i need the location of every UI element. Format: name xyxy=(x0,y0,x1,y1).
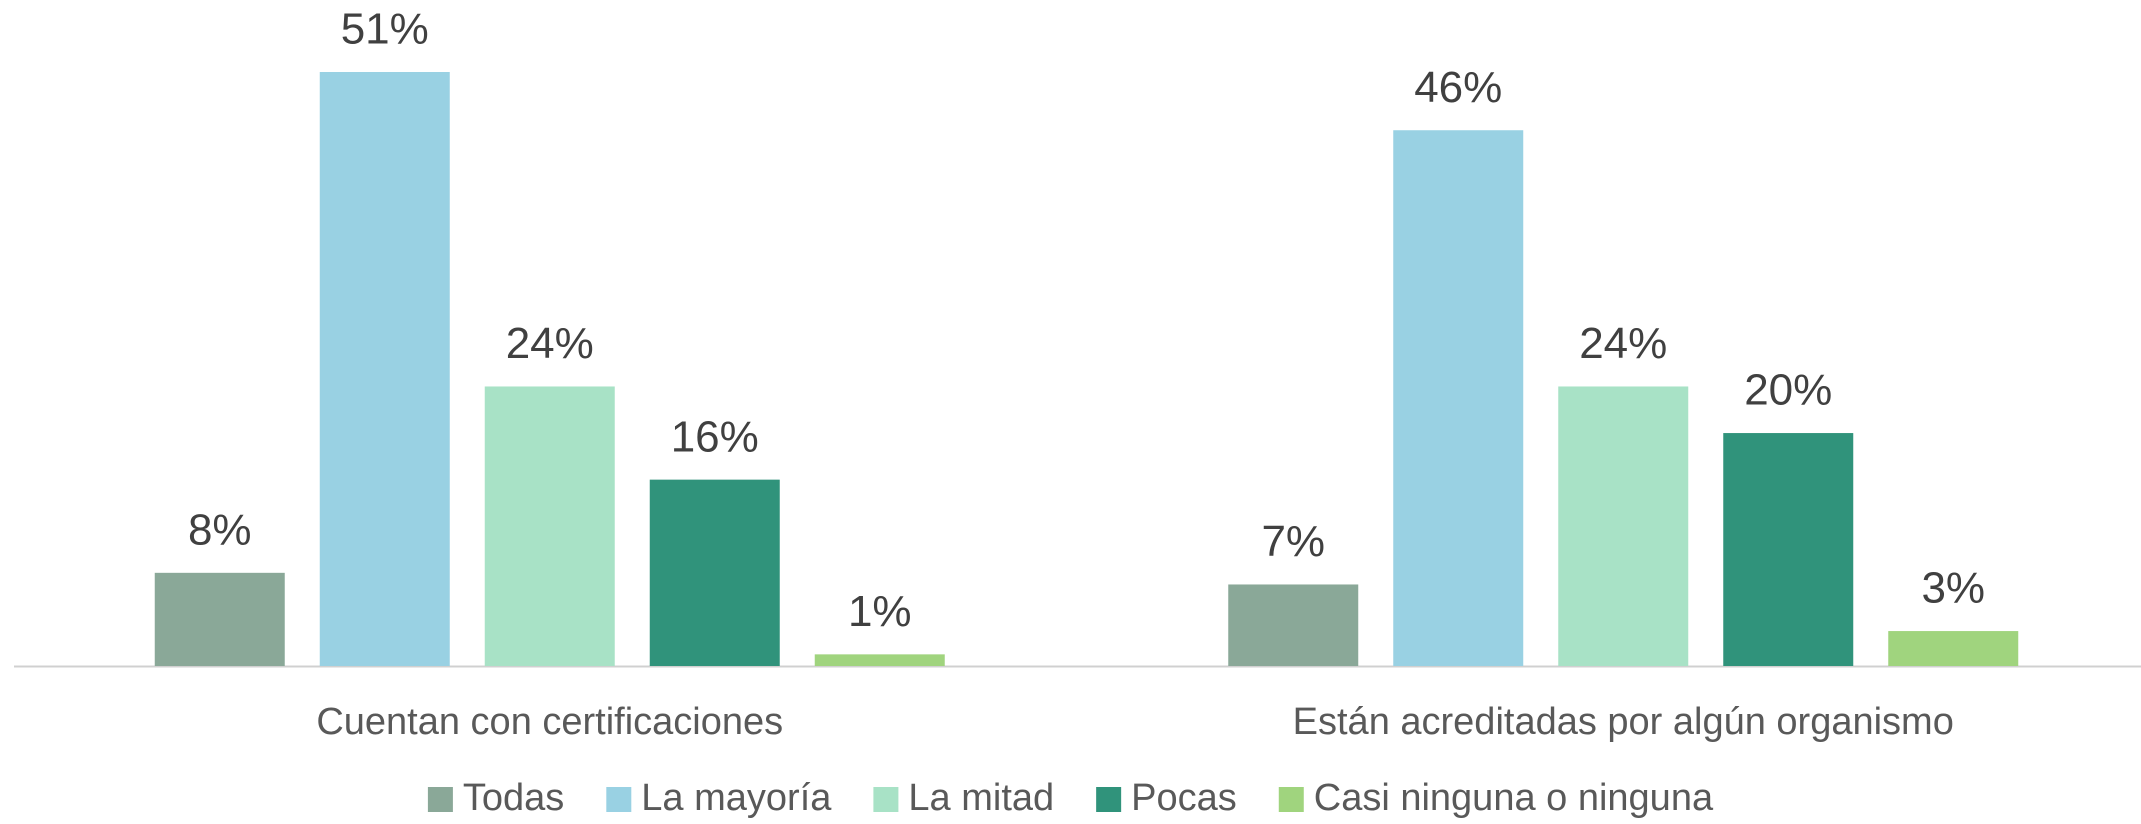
value-label: 20% xyxy=(1744,366,1832,415)
value-label: 3% xyxy=(1921,564,1985,613)
value-label: 24% xyxy=(506,319,594,368)
bar xyxy=(814,654,945,666)
category-label: Están acreditadas por algún organismo xyxy=(1293,701,1954,743)
legend-label: Casi ninguna o ninguna xyxy=(1314,777,1714,819)
legend-swatch xyxy=(1096,787,1122,812)
bar xyxy=(154,572,285,666)
bar xyxy=(1723,433,1854,666)
legend-label: La mayoría xyxy=(641,777,832,819)
legend-swatch xyxy=(427,787,453,812)
legend-label: Pocas xyxy=(1131,777,1237,819)
value-label: 46% xyxy=(1414,63,1502,112)
bar xyxy=(1393,130,1524,666)
category-label: Cuentan con certificaciones xyxy=(316,701,783,743)
bar xyxy=(649,479,780,666)
legend-label: La mitad xyxy=(908,777,1054,819)
legend-label: Todas xyxy=(463,777,564,819)
value-label: 16% xyxy=(671,412,759,461)
legend-swatch xyxy=(1278,787,1304,812)
bar xyxy=(319,72,450,666)
bar xyxy=(484,386,615,666)
value-label: 24% xyxy=(1579,319,1667,368)
value-label: 1% xyxy=(848,587,912,636)
bar xyxy=(1888,631,2019,666)
value-label: 7% xyxy=(1261,517,1325,566)
legend-swatch xyxy=(606,787,632,812)
value-label: 8% xyxy=(188,505,252,554)
bar xyxy=(1558,386,1689,666)
legend-swatch xyxy=(873,787,899,812)
value-label: 51% xyxy=(341,5,429,54)
bar xyxy=(1228,584,1359,666)
